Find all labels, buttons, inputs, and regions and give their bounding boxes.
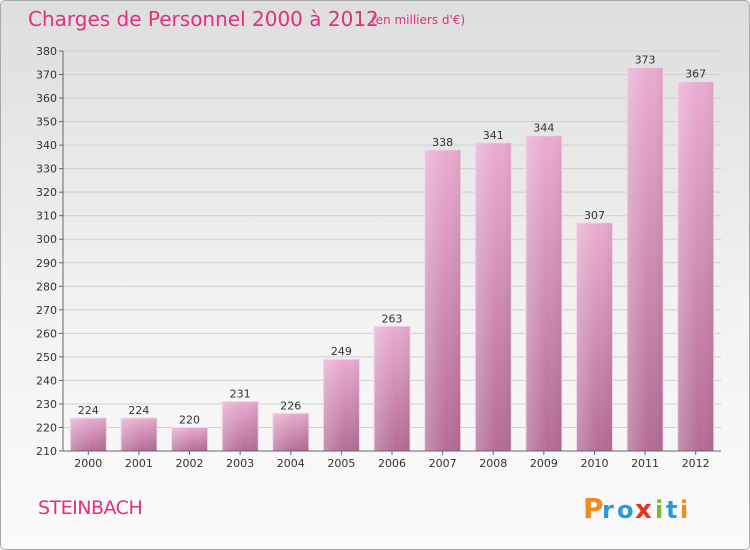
bar-highlight — [272, 413, 309, 451]
bar-value-label: 373 — [635, 53, 656, 66]
x-axis: 2000 2001 2002 2003 2004 2005 2006 2007 2008 2009… — [63, 450, 721, 470]
y-tick-label: 270 — [36, 304, 57, 317]
y-tick-label: 320 — [36, 186, 57, 199]
svg-text:x: x — [635, 495, 652, 524]
y-tick-label: 230 — [36, 398, 57, 411]
svg-text:r: r — [602, 496, 614, 524]
bar-highlight — [70, 418, 107, 451]
bar-highlight — [424, 149, 461, 451]
x-tick-label: 2007 — [429, 457, 457, 470]
proxiti-logo: P r o x i t i — [583, 492, 688, 524]
x-tick-label: 2004 — [277, 457, 305, 470]
bar-highlight — [677, 81, 714, 452]
svg-text:i: i — [655, 496, 663, 524]
svg-text:i: i — [680, 496, 688, 524]
y-tick-label: 380 — [36, 45, 57, 58]
x-tick-label: 2006 — [378, 457, 406, 470]
x-tick-label: 2009 — [530, 457, 558, 470]
bar-value-label: 307 — [584, 209, 605, 222]
y-tick-label: 250 — [36, 351, 57, 364]
y-tick-label: 220 — [36, 421, 57, 434]
y-tick-label: 280 — [36, 280, 57, 293]
bar-value-label: 263 — [382, 312, 403, 325]
bar-highlight — [120, 418, 157, 451]
y-tick-label: 260 — [36, 327, 57, 340]
x-tick-label: 2010 — [580, 457, 608, 470]
bars: 224 224 220 231 226 249 263 338 341 344 307 373 367 — [69, 53, 715, 452]
chart-title: Charges de Personnel 2000 à 2012 — [28, 7, 379, 31]
svg-text:P: P — [583, 492, 604, 524]
x-tick-label: 2003 — [226, 457, 254, 470]
svg-text:t: t — [666, 496, 677, 524]
bar-value-label: 220 — [179, 413, 200, 426]
y-tick-label: 290 — [36, 257, 57, 270]
bar-highlight — [222, 401, 259, 451]
bar-highlight — [323, 359, 360, 451]
y-tick-label: 210 — [36, 445, 57, 458]
x-tick-label: 2005 — [327, 457, 355, 470]
bar-highlight — [171, 427, 208, 451]
y-axis: 210 220 230 240 250 260 270 280 290 300 310 320 330 3… — [36, 45, 64, 458]
bar-highlight — [525, 135, 562, 452]
chart-subtitle: (en milliers d'€) — [371, 13, 466, 27]
bar-highlight — [475, 142, 512, 451]
x-tick-label: 2008 — [479, 457, 507, 470]
y-tick-label: 350 — [36, 116, 57, 129]
y-tick-label: 360 — [36, 92, 57, 105]
svg-text:o: o — [617, 496, 634, 524]
y-tick-label: 370 — [36, 69, 57, 82]
bar-value-label: 231 — [230, 388, 251, 401]
bar-value-label: 224 — [78, 404, 99, 417]
bar-value-label: 367 — [685, 68, 706, 81]
x-tick-label: 2011 — [631, 457, 659, 470]
y-tick-label: 300 — [36, 233, 57, 246]
bar-value-label: 226 — [280, 399, 301, 412]
bar-value-label: 344 — [533, 122, 554, 135]
x-tick-label: 2000 — [74, 457, 102, 470]
place-name: STEINBACH — [38, 497, 143, 519]
x-tick-label: 2012 — [682, 457, 710, 470]
bar-highlight — [627, 67, 664, 452]
x-tick-label: 2002 — [176, 457, 204, 470]
y-tick-label: 240 — [36, 374, 57, 387]
y-tick-label: 310 — [36, 210, 57, 223]
x-tick-label: 2001 — [125, 457, 153, 470]
bar-value-label: 249 — [331, 345, 352, 358]
y-tick-label: 330 — [36, 163, 57, 176]
bar-highlight — [576, 222, 613, 451]
bar-value-label: 338 — [432, 136, 453, 149]
bar-highlight — [374, 326, 410, 451]
y-tick-label: 340 — [36, 139, 57, 152]
bar-value-label: 224 — [128, 404, 149, 417]
bar-value-label: 341 — [483, 129, 504, 142]
